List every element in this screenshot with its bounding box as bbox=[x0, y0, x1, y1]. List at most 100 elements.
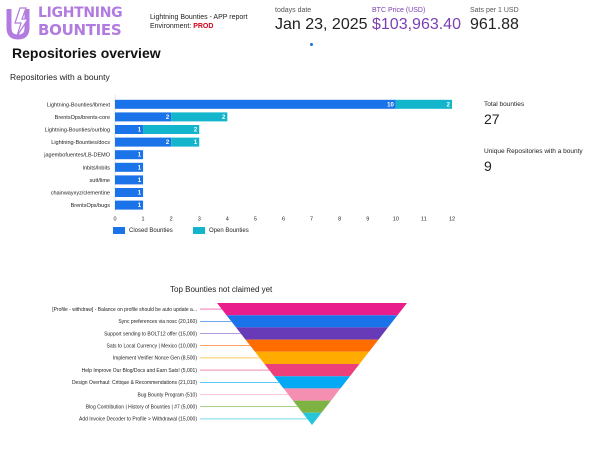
bar-segment[interactable] bbox=[143, 125, 200, 134]
scorecard-total-value: 27 bbox=[484, 111, 500, 127]
bar-value-label: 1 bbox=[138, 191, 142, 197]
funnel-label: Add Invoice Decoder to Profile > Withdra… bbox=[79, 417, 197, 423]
x-tick-label: 5 bbox=[254, 216, 257, 222]
lightning-bounties-logo: LIGHTNING BOUNTIES bbox=[6, 6, 136, 42]
logo-line-1: LIGHTNING bbox=[38, 5, 123, 21]
kpi-date: todays date Jan 23, 2025 bbox=[275, 7, 368, 34]
y-category-label: sutt/lime bbox=[90, 178, 110, 184]
scorecard-unique-label: Unique Repositories with a bounty bbox=[484, 148, 583, 155]
kpi-btc-price: BTC Price (USD) $103,963.40 bbox=[372, 7, 461, 34]
funnel-segment[interactable] bbox=[283, 388, 341, 401]
bar-segment[interactable] bbox=[115, 150, 144, 160]
bar-chart-subtitle: Repositories with a bounty bbox=[10, 72, 110, 82]
bar-segment[interactable] bbox=[171, 112, 228, 122]
legend-open-label: Open Bounties bbox=[209, 227, 249, 234]
section-title: Repositories overview bbox=[12, 45, 161, 61]
legend-closed[interactable]: Closed Bounties bbox=[113, 227, 173, 234]
logo-wordmark: LIGHTNING BOUNTIES bbox=[38, 5, 123, 39]
bar-value-label: 2 bbox=[194, 128, 198, 134]
bar-segment[interactable] bbox=[115, 188, 144, 197]
top-bounties-funnel-chart: [Profile - withdraw] - Balance on profil… bbox=[52, 303, 407, 425]
funnel-segment[interactable] bbox=[274, 376, 350, 389]
funnel-title: Top Bounties not claimed yet bbox=[170, 285, 273, 294]
funnel-segment[interactable] bbox=[264, 364, 360, 377]
funnel-segment[interactable] bbox=[245, 339, 379, 352]
kpi-btc-price-value: $103,963.40 bbox=[372, 16, 461, 33]
bar-value-label: 10 bbox=[387, 102, 394, 108]
bar-segment[interactable] bbox=[115, 175, 144, 185]
funnel-segment[interactable] bbox=[302, 412, 322, 425]
scorecard-unique-value: 9 bbox=[484, 158, 492, 174]
y-category-label: chainwayxyz/clementine bbox=[51, 191, 110, 197]
bar-value-label: 1 bbox=[138, 128, 142, 134]
scorecard-total-bounties: Total bounties 27 bbox=[484, 101, 524, 127]
funnel-label: Sync preferences via nosc (20,160) bbox=[118, 319, 197, 325]
x-tick-label: 1 bbox=[142, 216, 145, 222]
y-category-label: Lightning-Bounties/lbmext bbox=[47, 102, 111, 108]
kpi-sats-value: 961.88 bbox=[470, 16, 519, 33]
logo-line-2: BOUNTIES bbox=[38, 21, 122, 39]
bar-segment[interactable] bbox=[115, 125, 144, 134]
kpi-btc-price-label: BTC Price (USD) bbox=[372, 7, 426, 14]
legend-open-swatch bbox=[193, 227, 205, 234]
bar-value-label: 1 bbox=[138, 178, 142, 184]
funnel-label: Bug Bounty Program (510) bbox=[138, 392, 198, 398]
bar-value-label: 2 bbox=[447, 102, 451, 108]
bar-value-label: 1 bbox=[138, 153, 142, 159]
bar-value-label: 1 bbox=[194, 140, 198, 146]
x-tick-label: 8 bbox=[338, 216, 341, 222]
x-tick-label: 3 bbox=[198, 216, 201, 222]
x-tick-label: 12 bbox=[449, 216, 455, 222]
bar-segment[interactable] bbox=[115, 200, 144, 210]
x-tick-label: 6 bbox=[282, 216, 285, 222]
bar-value-label: 2 bbox=[166, 140, 170, 146]
funnel-label: Design Overhaul: Critique & Recommendati… bbox=[72, 380, 197, 386]
funnel-label: Support sending to BOLT12 offer (15,000) bbox=[104, 331, 197, 337]
y-category-label: jagembofuentes/LB-DEMO bbox=[43, 153, 110, 159]
report-header: Lightning Bounties - APP report Environm… bbox=[150, 13, 248, 31]
bar-segment[interactable] bbox=[115, 137, 172, 147]
kpi-sats-per-usd: Sats per 1 USD 961.88 bbox=[470, 7, 519, 34]
x-tick-label: 10 bbox=[393, 216, 399, 222]
legend-closed-label: Closed Bounties bbox=[129, 227, 173, 234]
legend-closed-swatch bbox=[113, 227, 125, 234]
x-tick-label: 2 bbox=[170, 216, 173, 222]
scorecard-unique-repos: Unique Repositories with a bounty 9 bbox=[484, 148, 583, 174]
page-indicator-dot bbox=[310, 43, 313, 46]
funnel-label: Blog Contribution | History of Bounties … bbox=[86, 405, 198, 411]
bar-value-label: 1 bbox=[138, 203, 142, 209]
y-category-label: lnbits/lnbits bbox=[83, 165, 110, 171]
kpi-date-value: Jan 23, 2025 bbox=[275, 16, 368, 33]
funnel-segment[interactable] bbox=[236, 327, 388, 340]
bar-value-label: 1 bbox=[138, 165, 142, 171]
funnel-segment[interactable] bbox=[255, 351, 369, 364]
kpi-sats-label: Sats per 1 USD bbox=[470, 7, 519, 14]
x-tick-label: 7 bbox=[310, 216, 313, 222]
bar-value-label: 2 bbox=[166, 115, 170, 121]
repositories-bar-chart: Lightning-Bounties/lbmext 10 2BrentsOps/br… bbox=[43, 95, 455, 222]
funnel-label: Implement Verifier Nonce Gen (8,500) bbox=[113, 356, 198, 362]
y-category-label: BrentsOps/bugs bbox=[71, 203, 111, 209]
scorecard-total-label: Total bounties bbox=[484, 101, 525, 108]
bar-segment[interactable] bbox=[171, 137, 200, 147]
funnel-label: Help Improve Our Blog/Docs and Earn Sats… bbox=[82, 368, 198, 374]
x-tick-label: 11 bbox=[421, 216, 427, 222]
bar-value-label: 2 bbox=[222, 115, 226, 121]
bar-segment[interactable] bbox=[395, 99, 452, 109]
logo-emblem-icon bbox=[6, 7, 30, 40]
environment-label: Environment: bbox=[150, 23, 192, 30]
y-category-label: BrentsOps/brents-core bbox=[55, 115, 110, 121]
environment-value: PROD bbox=[193, 23, 214, 30]
x-tick-label: 9 bbox=[366, 216, 369, 222]
environment-line: Environment: PROD bbox=[150, 22, 248, 31]
legend-open[interactable]: Open Bounties bbox=[193, 227, 249, 234]
funnel-label: [Profile - withdraw] - Balance on profil… bbox=[52, 307, 197, 313]
funnel-segment[interactable] bbox=[293, 400, 331, 413]
bar-segment[interactable] bbox=[115, 112, 172, 122]
funnel-segment[interactable] bbox=[217, 303, 407, 316]
bar-segment[interactable] bbox=[115, 99, 396, 109]
bar-segment[interactable] bbox=[115, 162, 144, 172]
y-category-label: Lightning-Bounties/docs bbox=[51, 140, 110, 146]
funnel-segment[interactable] bbox=[226, 315, 398, 328]
x-tick-label: 0 bbox=[113, 216, 116, 222]
